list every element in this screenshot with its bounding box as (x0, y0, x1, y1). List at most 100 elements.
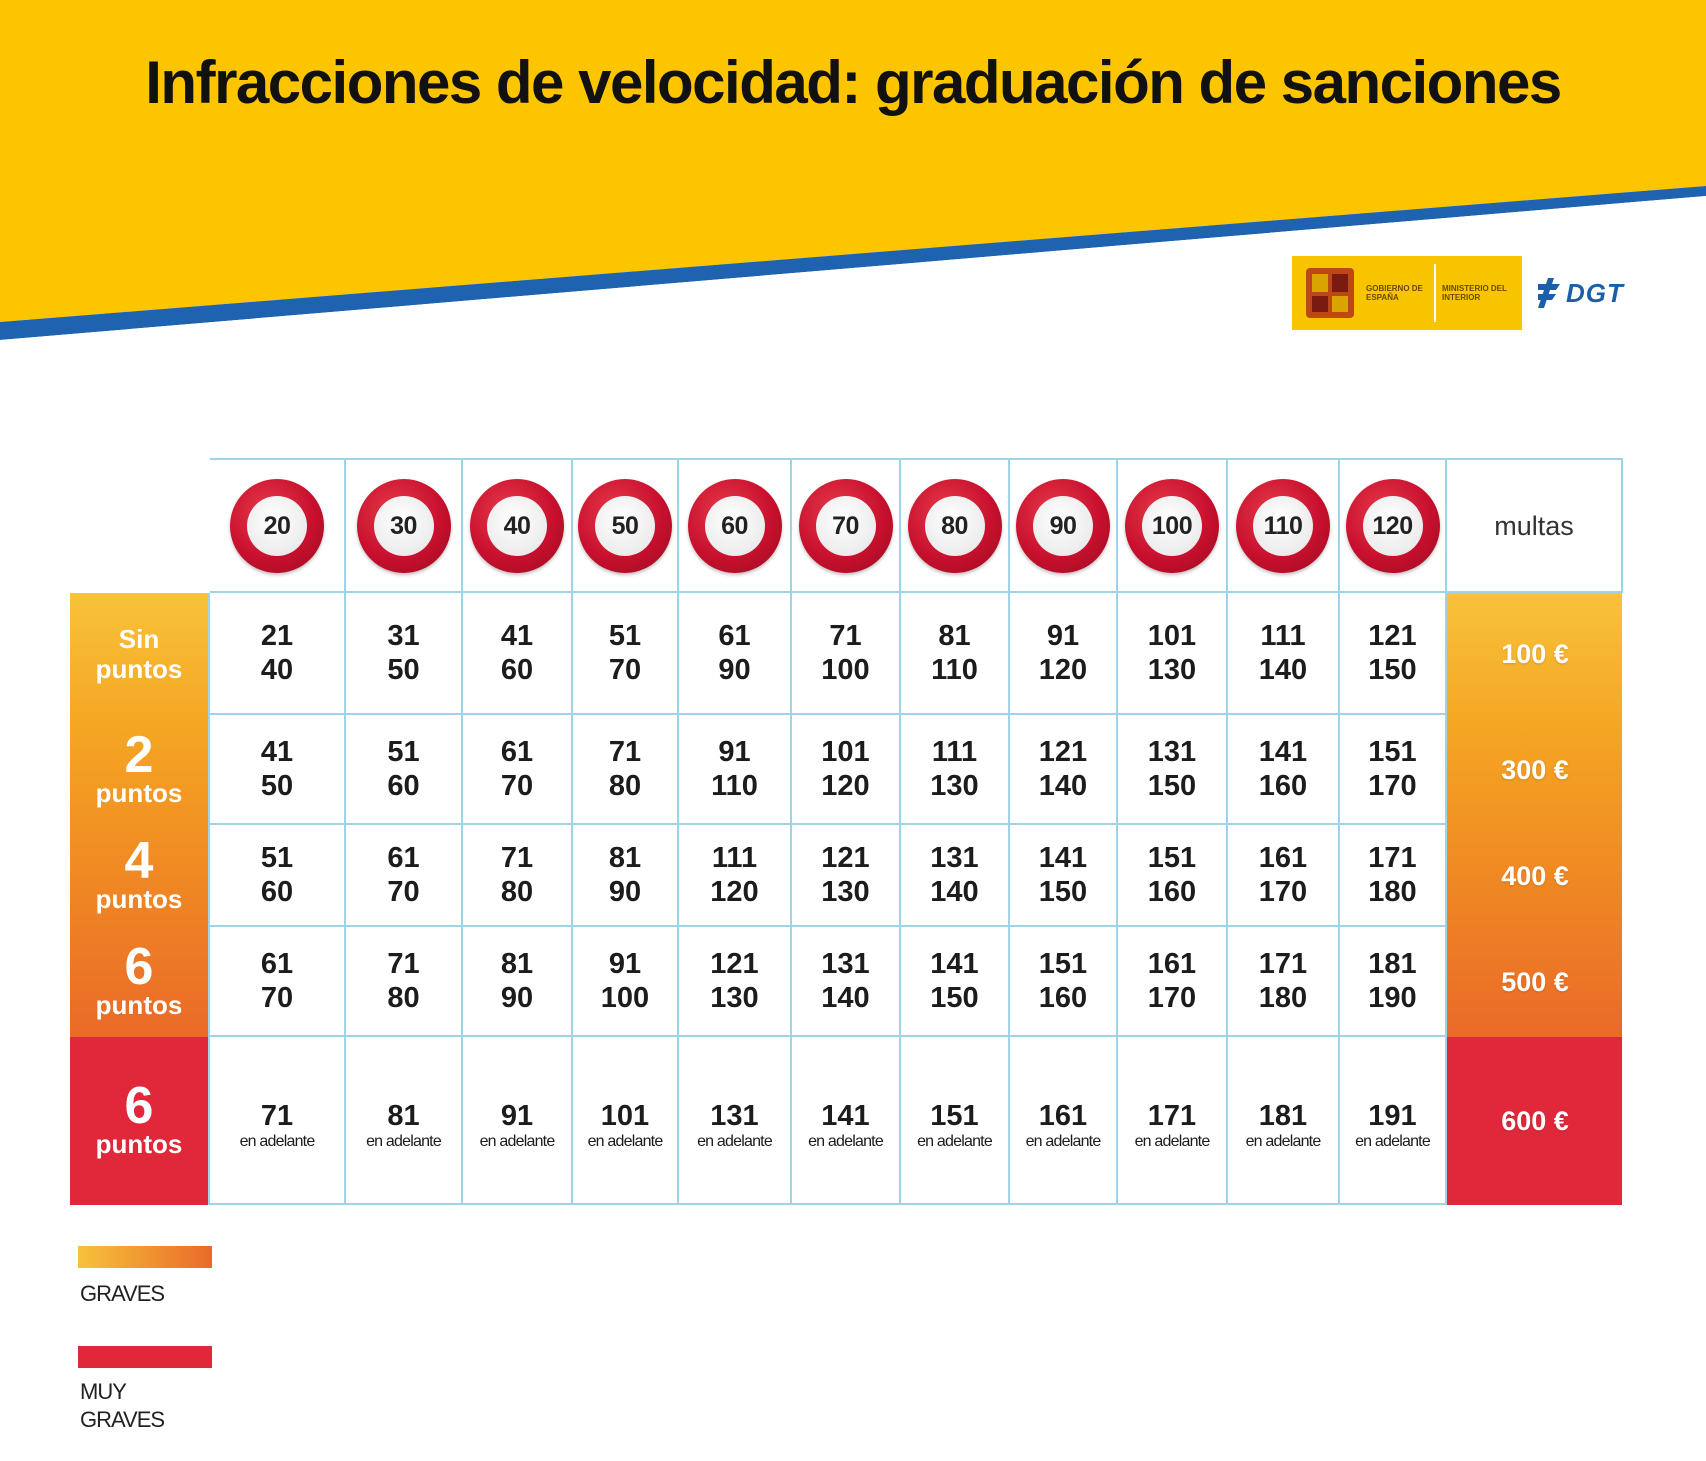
speed-range-onwards: en adelante (239, 1133, 316, 1150)
speed-range-to: 90 (500, 982, 534, 1014)
speed-limit-sign-icon: 60 (687, 478, 782, 573)
speed-limit-sign-icon: 50 (578, 478, 672, 573)
logo-divider (1434, 264, 1436, 322)
row-points-bottom: puntos (95, 990, 183, 1020)
speed-range-from: 91 (608, 948, 642, 980)
speed-range-to: 160 (1258, 770, 1308, 802)
speed-range-cell: 61 90 (679, 593, 792, 715)
speed-range-cell: 151 160 (1118, 825, 1228, 927)
speed-limit-value: 20 (247, 495, 307, 556)
speed-range-to: 130 (821, 876, 870, 908)
speed-range-cell: 21 40 (210, 593, 346, 715)
ministry-text: MINISTERIO DEL INTERIOR (1442, 284, 1507, 302)
speed-range-to: 150 (1147, 770, 1197, 802)
speed-range-from: 111 (1260, 620, 1306, 652)
speed-limit-header: 20 (210, 458, 346, 593)
speed-range-cell: 111 140 (1228, 593, 1340, 715)
speed-range-to: 150 (930, 982, 979, 1014)
speed-range-cell: 171 en adelante (1118, 1037, 1228, 1205)
speed-limit-value: 30 (373, 495, 434, 556)
row-points-bottom: puntos (95, 778, 183, 808)
speed-range-from: 81 (938, 620, 971, 652)
speed-range-from: 121 (821, 842, 870, 874)
dgt-logo: DGT (1530, 256, 1650, 330)
muy-graves-fine-bg (1446, 1037, 1622, 1205)
speed-range-to: 170 (1368, 770, 1417, 802)
speed-range-from: 131 (1147, 736, 1197, 768)
legend-muy-graves-swatch (78, 1346, 212, 1368)
speed-range-to: 120 (710, 876, 759, 908)
row-points-top: Sin (118, 624, 160, 654)
speed-limit-sign-icon: 40 (470, 478, 564, 573)
speed-range-from: 151 (1368, 736, 1417, 768)
speed-range-cell: 151 170 (1340, 715, 1447, 825)
speed-range-onwards: en adelante (479, 1133, 556, 1150)
fine-amount: 300 € (1501, 755, 1569, 785)
speed-range-cell: 111 130 (901, 715, 1010, 825)
muy-graves-row-header-bg (70, 1037, 210, 1205)
speed-limit-sign-icon: 110 (1236, 478, 1330, 573)
speed-range-from: 151 (1147, 842, 1197, 874)
speed-range-cell: 121 130 (679, 927, 792, 1037)
speed-range-from: 61 (387, 842, 420, 874)
speed-range-cell: 141 en adelante (792, 1037, 901, 1205)
speed-range-to: 160 (1147, 876, 1197, 908)
speed-range-from: 191 (1368, 1100, 1417, 1132)
speed-range-from: 51 (260, 842, 294, 874)
speed-range-from: 91 (718, 736, 751, 768)
speed-limit-header: 70 (792, 458, 901, 593)
speed-limit-value: 70 (815, 495, 876, 556)
speed-range-cell: 121 130 (792, 825, 901, 927)
header-banner (0, 0, 1706, 344)
speed-range-from: 61 (500, 736, 534, 768)
speed-range-cell: 81 90 (463, 927, 573, 1037)
legend-muy-graves-line1: MUY (80, 1379, 127, 1404)
speed-range-cell: 141 150 (901, 927, 1010, 1037)
speed-range-to: 80 (387, 982, 420, 1014)
speed-range-cell: 161 170 (1118, 927, 1228, 1037)
speed-range-from: 101 (821, 736, 870, 768)
speed-range-to: 90 (718, 654, 751, 686)
speed-range-onwards: en adelante (1025, 1133, 1102, 1150)
speed-range-to: 140 (930, 876, 979, 908)
speed-range-cell: 141 160 (1228, 715, 1340, 825)
speed-range-cell: 171 180 (1340, 825, 1447, 927)
speed-range-cell: 71 80 (573, 715, 679, 825)
speed-range-onwards: en adelante (697, 1133, 773, 1150)
speed-range-to: 40 (260, 654, 294, 686)
speed-range-from: 161 (1038, 1100, 1088, 1132)
speed-range-from: 121 (1368, 620, 1417, 652)
row-points-label: 2 puntos (70, 715, 210, 825)
speed-range-from: 131 (821, 948, 870, 980)
speed-range-from: 111 (931, 736, 978, 768)
speed-limit-sign-icon: 20 (230, 478, 324, 573)
speed-range-to: 80 (500, 876, 534, 908)
speed-range-onwards: en adelante (1245, 1133, 1322, 1150)
speed-range-from: 131 (930, 842, 979, 874)
coat-of-arms-icon (1306, 268, 1354, 318)
speed-range-from: 31 (387, 620, 420, 652)
speed-range-to: 100 (821, 654, 870, 686)
legend-muy-graves-line2: GRAVES (80, 1407, 165, 1432)
row-points-top: 6 (124, 938, 154, 996)
speed-range-to: 130 (930, 770, 979, 802)
speed-limit-value: 90 (1033, 495, 1093, 556)
speed-range-from: 181 (1368, 948, 1417, 980)
speed-range-cell: 141 150 (1010, 825, 1118, 927)
speed-range-from: 101 (600, 1100, 650, 1132)
speed-limit-sign-icon: 70 (798, 478, 893, 573)
speed-range-cell: 91 120 (1010, 593, 1118, 715)
fine-amount: 500 € (1501, 967, 1569, 997)
speed-range-onwards: en adelante (808, 1133, 884, 1150)
speed-range-cell: 151 160 (1010, 927, 1118, 1037)
speed-range-cell: 71 100 (792, 593, 901, 715)
speed-range-onwards: en adelante (917, 1133, 993, 1150)
speed-range-to: 60 (500, 654, 534, 686)
speed-range-cell: 81 en adelante (346, 1037, 463, 1205)
speed-range-cell: 51 70 (573, 593, 679, 715)
speed-range-cell: 61 70 (463, 715, 573, 825)
speed-limit-header: 90 (1010, 458, 1118, 593)
speed-range-cell: 121 150 (1340, 593, 1447, 715)
dgt-text: DGT (1566, 277, 1624, 308)
speed-range-from: 121 (710, 948, 759, 980)
